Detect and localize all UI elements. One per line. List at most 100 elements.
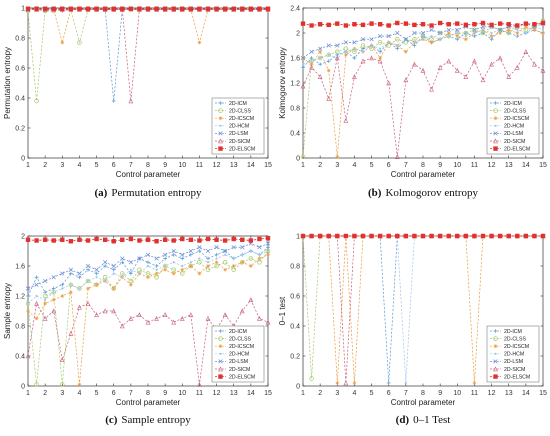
y-tick-label: 1.6 <box>15 264 25 271</box>
data-point <box>455 34 460 39</box>
caption-text: Permutation entropy <box>111 187 202 199</box>
legend-marker <box>218 131 223 136</box>
data-point <box>232 257 235 260</box>
x-tick-label: 13 <box>505 162 513 169</box>
data-point <box>446 58 452 64</box>
series-2D-ELSCM <box>25 6 271 11</box>
data-point <box>231 245 236 250</box>
x-tick-label: 6 <box>112 162 116 169</box>
data-point <box>463 30 469 36</box>
data-point <box>86 286 90 291</box>
data-point <box>188 312 194 317</box>
data-point <box>60 6 65 11</box>
data-point <box>257 236 262 242</box>
data-point <box>197 260 202 265</box>
data-point <box>523 24 528 29</box>
data-point <box>188 264 193 268</box>
chart-panel-1: 1 2 3 4 5 6 7 8 9 10 11 12 13 14 1500.40.81.21.622.4Co… <box>278 6 547 200</box>
data-point <box>222 6 228 11</box>
data-point <box>171 252 176 257</box>
series-2D-ELSCM <box>25 236 271 244</box>
y-tick-label: 0.4 <box>15 96 25 103</box>
data-point <box>343 52 348 57</box>
data-point <box>343 117 349 123</box>
data-point <box>369 55 374 61</box>
data-point <box>239 308 245 314</box>
panel-caption: (a) Permutation entropy <box>95 187 202 199</box>
data-point <box>378 56 383 60</box>
data-point <box>300 233 306 239</box>
data-point <box>154 271 159 276</box>
data-point <box>188 248 194 254</box>
data-point <box>497 21 503 26</box>
y-tick-label: 0.8 <box>15 36 25 43</box>
series-line <box>27 250 269 304</box>
data-point <box>309 62 314 67</box>
data-point <box>154 264 159 268</box>
legend-entry-label: 2D-ICM <box>229 101 247 107</box>
data-point <box>197 381 202 387</box>
x-tick-label: 7 <box>129 390 133 397</box>
x-tick-label: 8 <box>146 162 150 169</box>
data-point <box>446 31 451 35</box>
legend-entry-label: 2D-LSM <box>504 359 523 365</box>
data-point <box>257 6 262 11</box>
data-point <box>181 264 184 268</box>
data-point <box>472 58 477 64</box>
data-point <box>523 233 529 239</box>
legend-entry-label: 2D-HCM <box>229 124 249 130</box>
data-point <box>128 315 134 321</box>
data-point <box>52 291 55 294</box>
data-point <box>154 256 159 261</box>
data-point <box>171 248 176 254</box>
legend-entry-label: 2D-CLSS <box>504 336 526 342</box>
data-point <box>412 22 417 28</box>
data-point <box>60 40 65 45</box>
y-axis-label: Permutation entropy <box>3 47 12 119</box>
data-point <box>172 261 175 264</box>
data-point <box>327 53 330 56</box>
data-point <box>248 238 254 243</box>
data-point <box>413 41 416 44</box>
data-point <box>197 238 202 243</box>
data-point <box>395 36 400 42</box>
data-point <box>68 267 74 272</box>
data-point <box>42 237 48 242</box>
data-point <box>25 6 31 11</box>
y-tick-label: 0.2 <box>290 354 300 361</box>
data-point <box>120 256 125 261</box>
data-point <box>489 61 494 67</box>
legend-marker <box>218 146 223 151</box>
data-point <box>112 272 115 275</box>
data-point <box>206 261 210 264</box>
data-point <box>214 252 219 257</box>
y-tick-label: 0.4 <box>290 131 300 138</box>
data-point <box>541 28 545 31</box>
data-point <box>266 245 270 250</box>
data-point <box>85 263 91 269</box>
y-tick-label: 1 <box>21 6 25 13</box>
data-point <box>155 268 158 271</box>
legend-marker <box>493 108 498 113</box>
x-tick-label: 13 <box>230 390 238 397</box>
x-tick-label: 14 <box>247 162 255 169</box>
data-point <box>317 74 323 79</box>
legend-marker <box>493 329 498 333</box>
data-point <box>266 252 270 257</box>
legend-marker <box>493 359 498 364</box>
data-point <box>480 24 486 29</box>
data-point <box>464 35 467 38</box>
x-tick-label: 14 <box>522 162 530 169</box>
data-point <box>59 357 65 362</box>
data-point <box>77 275 82 280</box>
data-point <box>395 30 400 36</box>
data-point <box>265 6 271 11</box>
data-point <box>111 99 116 103</box>
data-point <box>77 271 82 276</box>
y-tick-label: 1.2 <box>15 294 25 301</box>
x-tick-label: 9 <box>438 162 442 169</box>
data-point <box>506 74 512 79</box>
data-point <box>120 260 125 265</box>
